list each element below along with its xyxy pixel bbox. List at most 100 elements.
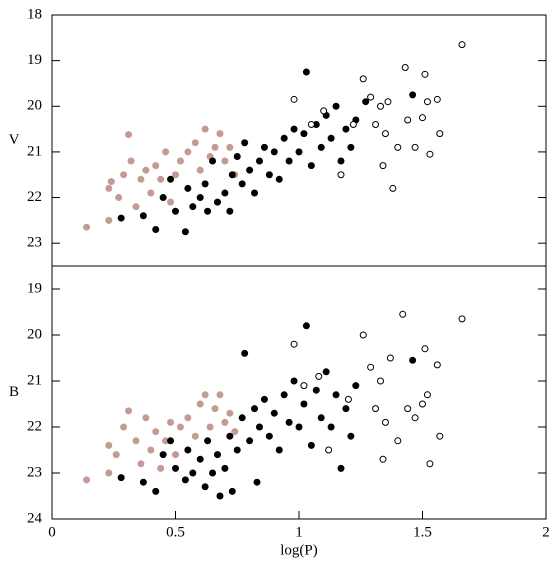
data-point — [251, 405, 259, 413]
data-point — [159, 194, 167, 202]
data-point — [458, 315, 466, 323]
data-point — [176, 423, 184, 431]
data-point — [125, 131, 133, 139]
data-point — [280, 391, 288, 399]
data-point — [105, 441, 113, 449]
data-point — [384, 98, 392, 106]
y-tick-label: 19 — [27, 52, 42, 68]
data-point — [327, 423, 335, 431]
data-point — [196, 455, 204, 463]
data-point — [216, 492, 224, 500]
data-point — [117, 214, 125, 222]
data-point — [184, 446, 192, 454]
data-point — [317, 414, 325, 422]
data-point — [127, 157, 135, 165]
y-tick-label: 20 — [27, 326, 42, 342]
y-axis-label: B — [9, 384, 19, 400]
x-tick-label: 2 — [542, 524, 550, 540]
data-point — [381, 418, 389, 426]
data-point — [196, 166, 204, 174]
data-point — [152, 225, 160, 233]
data-point — [83, 223, 91, 231]
data-point — [295, 423, 303, 431]
data-point — [209, 157, 217, 165]
data-point — [228, 487, 236, 495]
x-tick-label: 0.5 — [166, 524, 185, 540]
data-point — [389, 184, 397, 192]
data-point — [265, 171, 273, 179]
data-point — [327, 134, 335, 142]
data-point — [270, 148, 278, 156]
data-point — [253, 478, 261, 486]
data-point — [184, 414, 192, 422]
data-point — [216, 391, 224, 399]
data-point — [115, 194, 123, 202]
data-point — [409, 91, 417, 99]
data-point — [83, 476, 91, 484]
data-point — [132, 203, 140, 211]
data-point — [423, 98, 431, 106]
data-point — [152, 162, 160, 170]
data-point — [147, 446, 155, 454]
data-point — [201, 391, 209, 399]
data-point — [105, 184, 113, 192]
data-point — [307, 121, 315, 129]
data-point — [255, 157, 263, 165]
data-point — [433, 361, 441, 369]
data-point — [112, 451, 120, 459]
data-point — [221, 418, 229, 426]
data-point — [246, 166, 254, 174]
data-point — [167, 437, 175, 445]
data-point — [404, 116, 412, 124]
data-point — [290, 340, 298, 348]
data-point — [189, 469, 197, 477]
data-point — [255, 423, 263, 431]
data-point — [172, 171, 179, 179]
data-point — [213, 198, 221, 206]
data-point — [238, 414, 246, 422]
data-point — [196, 400, 204, 408]
y-tick-label: 21 — [27, 143, 42, 159]
data-point — [300, 400, 308, 408]
data-point — [226, 207, 234, 215]
data-point — [332, 102, 340, 110]
data-point — [337, 171, 345, 179]
data-point — [359, 331, 367, 339]
data-point — [176, 157, 184, 165]
data-point — [372, 405, 380, 413]
data-point — [167, 418, 175, 426]
data-point — [302, 68, 310, 76]
data-point — [411, 414, 419, 422]
data-point — [344, 395, 352, 403]
data-point — [270, 409, 278, 417]
data-point — [238, 180, 246, 188]
data-point — [167, 175, 175, 183]
data-point — [342, 125, 350, 133]
data-point — [317, 143, 325, 151]
data-point — [379, 162, 387, 170]
data-point — [201, 483, 209, 491]
data-point — [265, 432, 273, 440]
data-point — [241, 139, 249, 147]
data-point — [409, 356, 417, 364]
data-point — [251, 189, 259, 197]
data-point — [213, 451, 221, 459]
data-point — [184, 148, 192, 156]
data-point — [105, 216, 113, 224]
data-point — [436, 432, 444, 440]
data-point — [189, 203, 197, 211]
data-point — [332, 391, 340, 399]
data-point — [423, 391, 431, 399]
y-tick-label: 21 — [27, 372, 42, 388]
data-point — [152, 428, 160, 436]
y-tick-label: 19 — [27, 280, 42, 296]
y-tick-label: 23 — [27, 464, 42, 480]
data-point — [337, 157, 345, 165]
data-point — [204, 207, 212, 215]
data-point — [280, 134, 288, 142]
y-tick-label: 22 — [27, 418, 42, 434]
data-point — [226, 432, 234, 440]
data-point — [167, 198, 175, 206]
data-point — [359, 75, 367, 83]
data-point — [377, 102, 385, 110]
